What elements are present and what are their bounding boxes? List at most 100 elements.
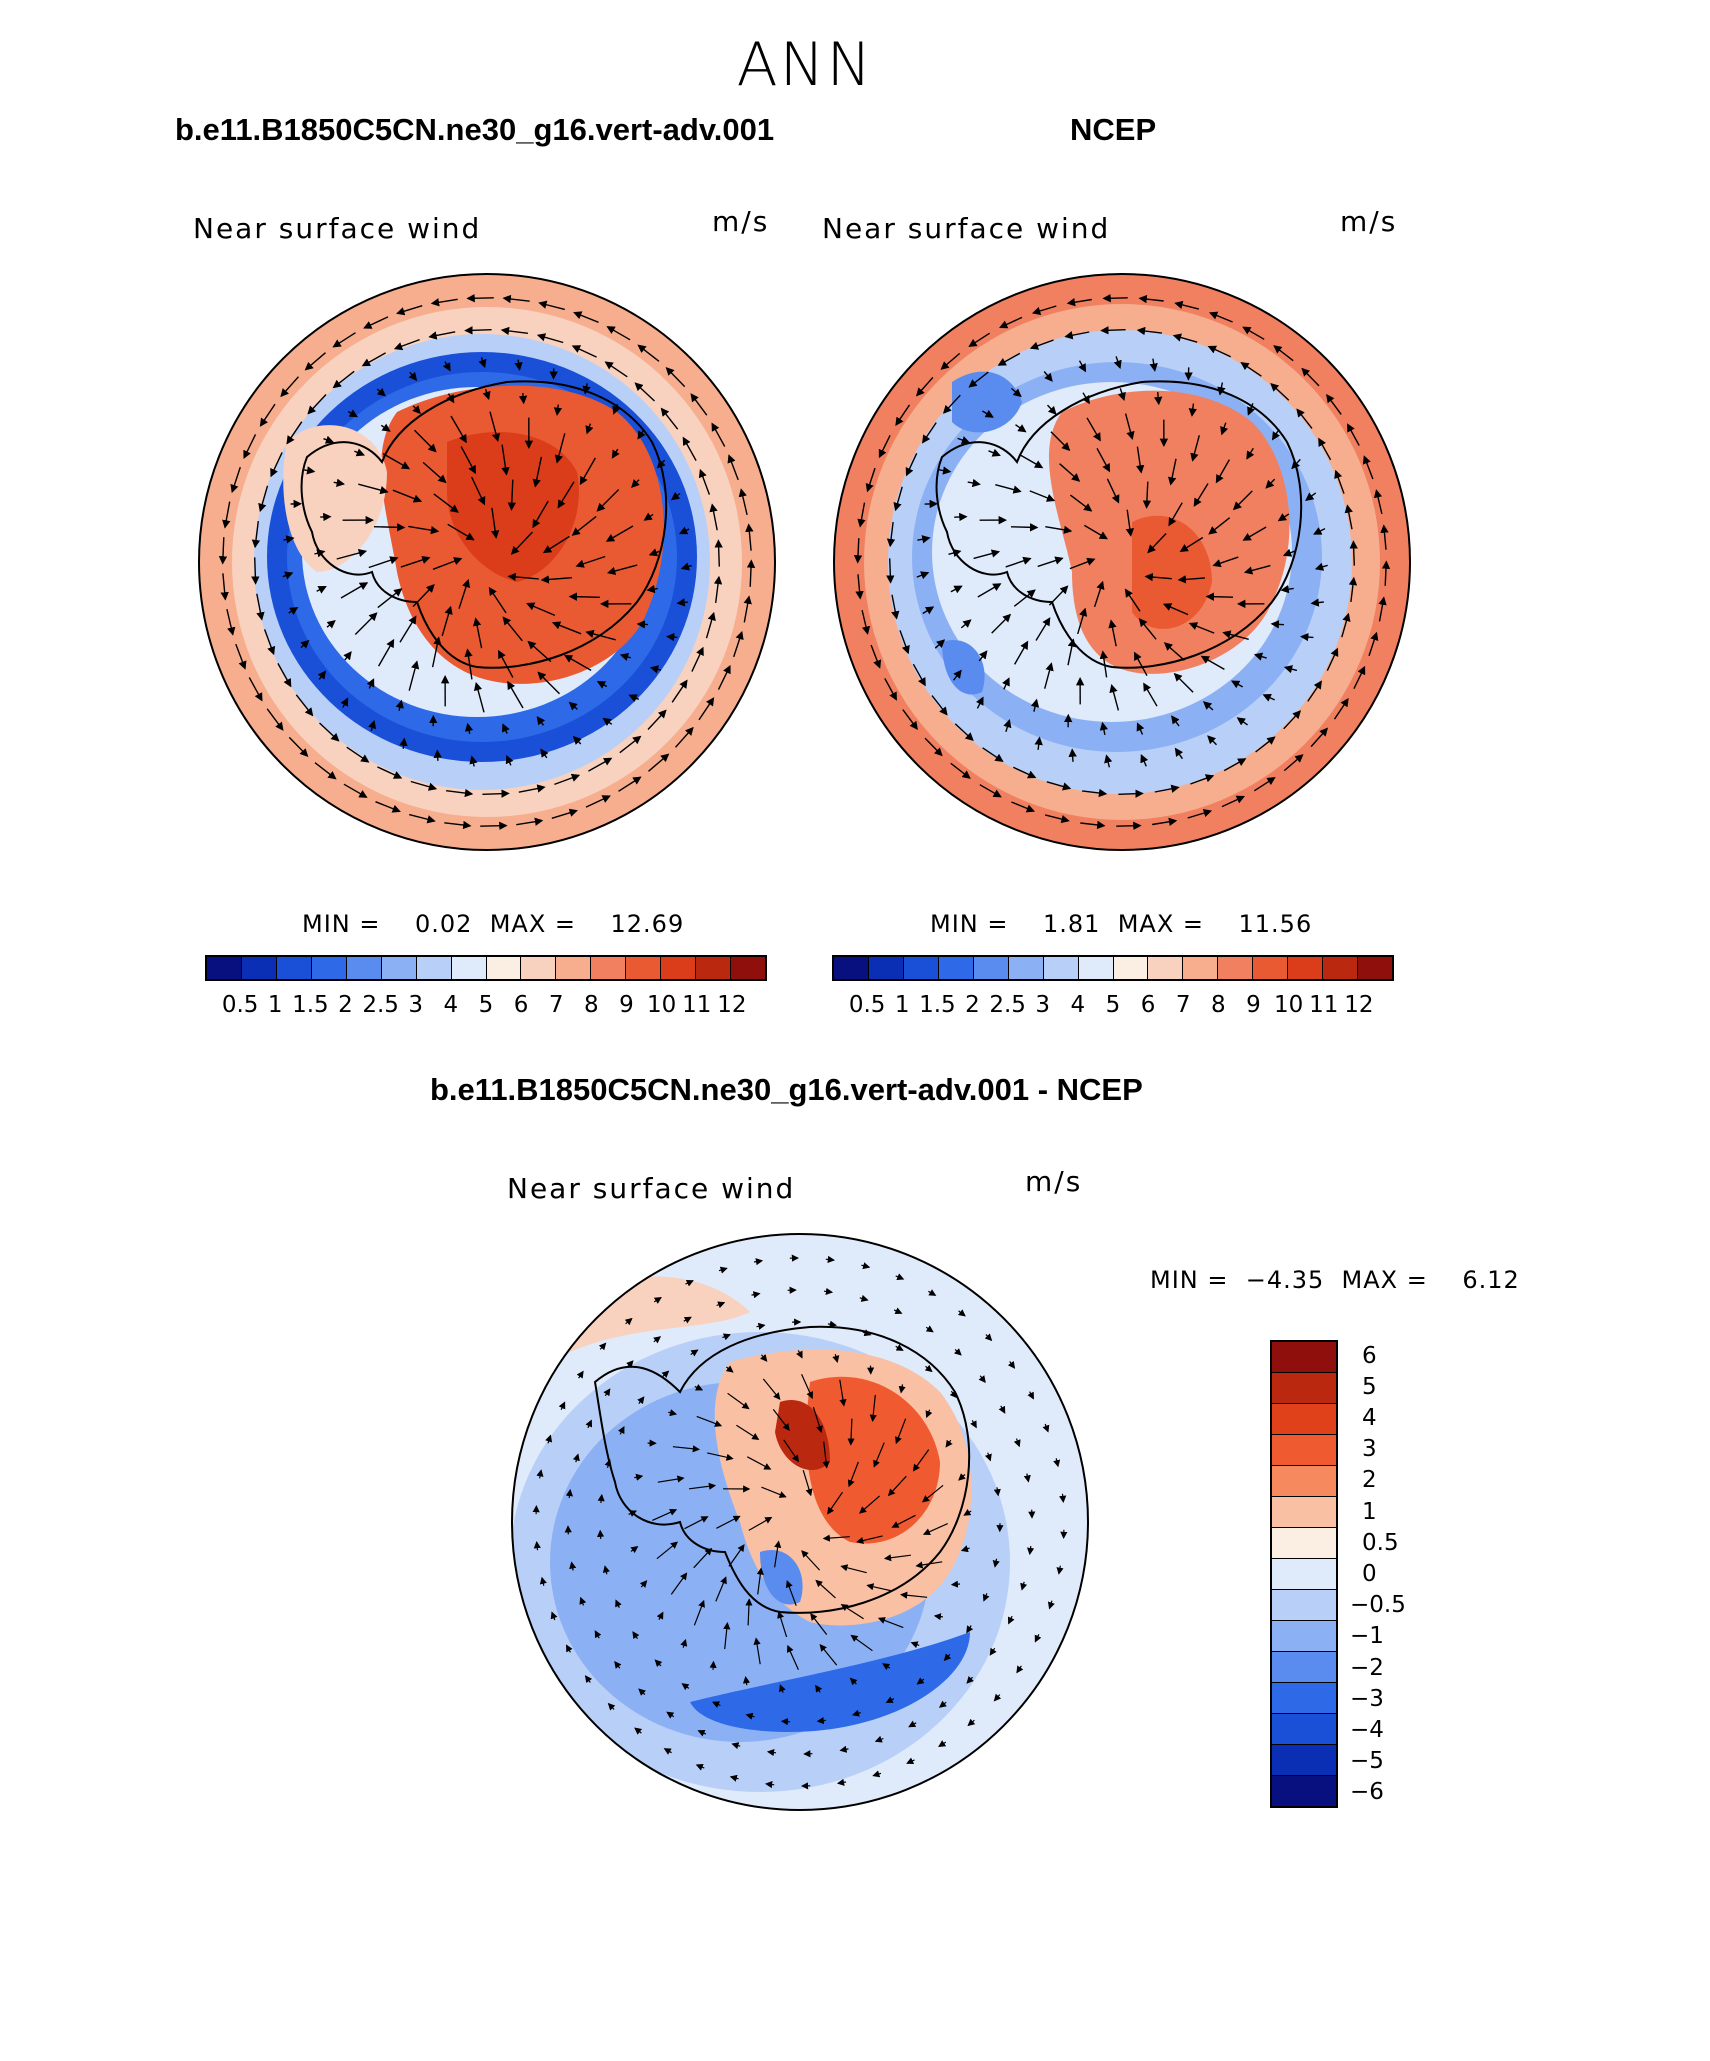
wind-vector bbox=[1011, 387, 1022, 398]
colorbar-tick-label: −1 bbox=[1350, 1623, 1384, 1650]
colorbar-tick-label: 8 bbox=[584, 992, 599, 1018]
wind-vector bbox=[256, 593, 265, 621]
wind-vector bbox=[412, 405, 421, 415]
wind-vector bbox=[1255, 736, 1276, 753]
wind-vector bbox=[819, 1643, 838, 1666]
wind-vector bbox=[408, 525, 440, 535]
wind-vector bbox=[885, 1696, 895, 1703]
wind-vector bbox=[954, 512, 968, 522]
wind-vector bbox=[695, 1763, 705, 1771]
wind-vector bbox=[777, 1610, 788, 1638]
wind-vector bbox=[840, 1604, 864, 1620]
wind-vector bbox=[1300, 632, 1314, 642]
wind-vector bbox=[925, 1325, 934, 1333]
wind-vector bbox=[1221, 795, 1245, 808]
wind-vector bbox=[693, 1599, 705, 1626]
colorbar-difference bbox=[1270, 1340, 1338, 1808]
wind-vector bbox=[488, 586, 507, 614]
wind-vector bbox=[282, 571, 294, 580]
wind-vector bbox=[1190, 774, 1215, 785]
wind-vector bbox=[516, 817, 544, 826]
wind-vector bbox=[729, 1774, 739, 1782]
wind-vector bbox=[1313, 527, 1326, 535]
wind-vector bbox=[725, 1365, 734, 1373]
wind-vector bbox=[540, 575, 572, 584]
wind-vector bbox=[1217, 382, 1226, 396]
wind-vector bbox=[1310, 598, 1324, 607]
wind-vector bbox=[714, 539, 723, 567]
wind-vector bbox=[966, 1676, 974, 1684]
wind-vector bbox=[810, 1613, 828, 1635]
wind-vector bbox=[346, 746, 370, 763]
wind-vector bbox=[1349, 540, 1358, 566]
wind-vector bbox=[690, 393, 708, 416]
wind-vector bbox=[1240, 362, 1262, 377]
wind-vector bbox=[997, 352, 1021, 366]
colorbar-tick-label: −5 bbox=[1350, 1748, 1384, 1775]
colorbar-swatch bbox=[1272, 1497, 1336, 1528]
wind-vector bbox=[1016, 1665, 1024, 1674]
wind-vector bbox=[1034, 1634, 1042, 1643]
wind-vector bbox=[442, 361, 451, 372]
wind-vector bbox=[563, 654, 592, 672]
wind-vector bbox=[1013, 589, 1036, 607]
colorbar-swatch bbox=[1272, 1683, 1336, 1714]
wind-vector bbox=[1125, 509, 1134, 537]
wind-vector bbox=[1050, 431, 1071, 452]
wind-vector bbox=[756, 1322, 766, 1330]
wind-vector bbox=[709, 1660, 717, 1670]
wind-vector bbox=[812, 1406, 823, 1434]
wind-vector bbox=[501, 444, 510, 476]
wind-vector bbox=[993, 1487, 1001, 1497]
wind-vector bbox=[783, 1439, 799, 1463]
wind-vector bbox=[1029, 490, 1056, 502]
wind-vector bbox=[872, 1770, 882, 1778]
wind-vector bbox=[596, 489, 620, 512]
panel-2-title: NCEP bbox=[1070, 112, 1157, 147]
wind-vector bbox=[618, 776, 642, 792]
wind-vector bbox=[444, 820, 472, 830]
colorbar-tick-label: 9 bbox=[1246, 992, 1261, 1018]
wind-vector bbox=[551, 621, 582, 635]
wind-vector bbox=[766, 1748, 777, 1757]
wind-vector bbox=[566, 1644, 573, 1653]
wind-vector bbox=[1326, 647, 1339, 671]
wind-vector bbox=[816, 1717, 826, 1725]
wind-vector bbox=[380, 423, 391, 432]
wind-vector bbox=[1099, 721, 1109, 736]
wind-vector bbox=[1059, 1493, 1067, 1503]
wind-vector bbox=[1124, 413, 1135, 441]
wind-vector bbox=[1064, 331, 1090, 340]
wind-vector bbox=[602, 1565, 610, 1575]
colorbar-tick-label: −2 bbox=[1350, 1654, 1384, 1681]
colorbar-difference-ticks: 6 5 4 3 2 1 0.5 0 −0.5 −1 −2 −3 −4 −5 −6 bbox=[1350, 1340, 1430, 1808]
wind-vector bbox=[632, 1631, 640, 1640]
wind-vector bbox=[1347, 423, 1360, 446]
wind-vector bbox=[551, 808, 578, 819]
colorbar-swatch bbox=[1272, 1714, 1336, 1745]
wind-vector bbox=[1193, 483, 1209, 507]
wind-vector bbox=[1013, 766, 1037, 779]
wind-vector bbox=[1077, 607, 1088, 635]
wind-vector bbox=[731, 1742, 741, 1750]
wind-vector bbox=[637, 344, 660, 362]
wind-vector bbox=[576, 1370, 584, 1379]
wind-vector bbox=[1081, 392, 1090, 405]
wind-vector bbox=[619, 735, 642, 754]
wind-vector bbox=[1353, 665, 1366, 690]
colorbar-tick-label: 1 bbox=[1362, 1498, 1377, 1525]
wind-vector bbox=[715, 1576, 727, 1602]
wind-vector bbox=[1232, 490, 1253, 511]
wind-vector bbox=[857, 502, 866, 528]
wind-vector bbox=[428, 331, 456, 340]
wind-vector bbox=[1143, 682, 1158, 707]
wind-vector bbox=[1059, 463, 1081, 482]
wind-vector bbox=[840, 1564, 867, 1574]
wind-vector bbox=[940, 352, 961, 370]
wind-vector bbox=[399, 737, 408, 749]
wind-vector bbox=[412, 583, 435, 608]
wind-vector bbox=[550, 1611, 558, 1621]
wind-vector bbox=[882, 1663, 891, 1671]
wind-vector bbox=[916, 1677, 925, 1685]
wind-vector bbox=[572, 1453, 580, 1463]
